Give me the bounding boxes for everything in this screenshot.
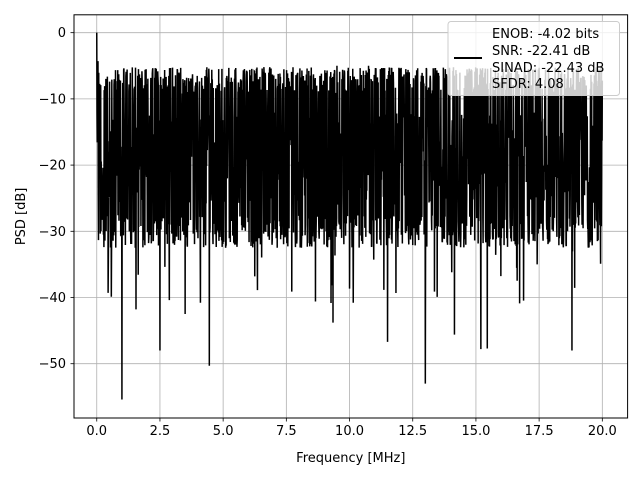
x-tick-label: 5.0 [213, 424, 234, 439]
legend: ENOB: -4.02 bits SNR: -22.41 dB SINAD: -… [447, 21, 620, 96]
y-tick-label: 0 [58, 26, 66, 41]
plot-frame [73, 14, 629, 419]
y-tick-label: −50 [39, 357, 66, 372]
x-tick-label: 12.5 [398, 424, 427, 439]
y-axis-label: PSD [dB] [14, 188, 29, 246]
x-tick-label: 7.5 [276, 424, 297, 439]
x-tick-label: 15.0 [461, 424, 490, 439]
legend-entry-snr: SNR: -22.41 dB [492, 44, 590, 59]
y-tick-label: −30 [39, 225, 66, 240]
x-axis-label: Frequency [MHz] [296, 451, 405, 466]
x-tick-label: 17.5 [525, 424, 554, 439]
y-tick-label: −10 [39, 92, 66, 107]
x-tick-label: 20.0 [588, 424, 617, 439]
x-tick-label: 0.0 [86, 424, 107, 439]
axis-ticks: 0.0 2.5 5.0 7.5 10.0 12.5 15.0 17.5 20.0 0 −10 −20 −… [39, 26, 617, 439]
y-tick-label: −20 [39, 159, 66, 174]
legend-entry-sinad: SINAD: -22.43 dB [492, 61, 604, 76]
x-tick-label: 2.5 [150, 424, 171, 439]
legend-entry-enob: ENOB: -4.02 bits [492, 27, 599, 42]
y-tick-label: −40 [39, 291, 66, 306]
x-tick-label: 10.0 [335, 424, 364, 439]
legend-box [447, 21, 620, 96]
legend-entry-sfdr: SFDR: 4.08 [492, 77, 564, 92]
